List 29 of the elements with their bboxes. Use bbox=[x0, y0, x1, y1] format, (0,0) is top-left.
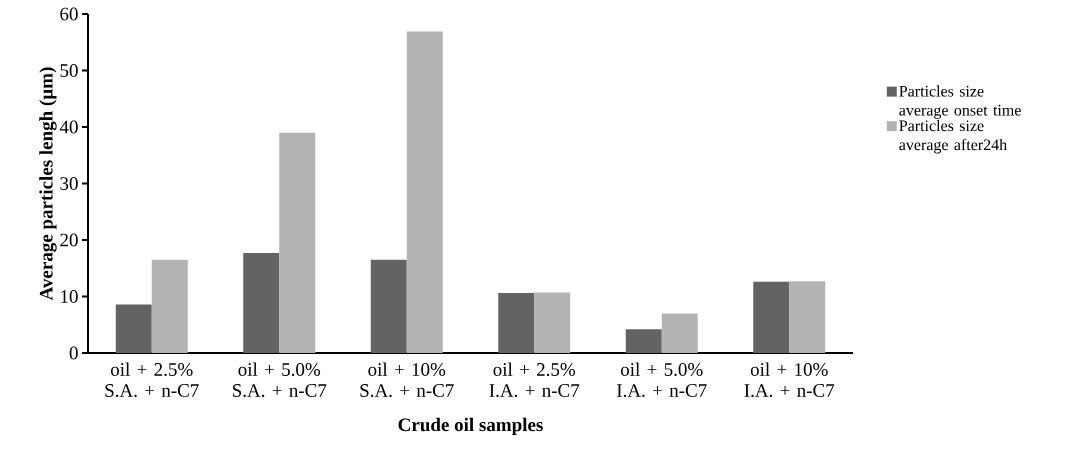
y-tick-label: 50 bbox=[60, 64, 78, 77]
bar bbox=[661, 313, 698, 353]
bar bbox=[753, 281, 790, 353]
y-tick-label: 0 bbox=[69, 346, 78, 360]
bar bbox=[406, 31, 443, 353]
x-tick-label: oil + 10% S.A. + n-C7 bbox=[360, 362, 454, 397]
x-tick-label: oil + 5.0% I.A. + n-C7 bbox=[616, 362, 707, 397]
bar bbox=[789, 281, 826, 353]
y-tick-label: 60 bbox=[60, 7, 78, 21]
bar bbox=[625, 329, 662, 353]
y-tick-label: 40 bbox=[59, 120, 78, 134]
bar bbox=[370, 259, 407, 353]
bar bbox=[279, 132, 316, 353]
legend-label: Particles size average onset time bbox=[899, 85, 1021, 119]
x-tick-label: oil + 5.0% S.A. + n-C7 bbox=[232, 362, 327, 397]
bar bbox=[151, 259, 188, 353]
y-tick-label: 30 bbox=[60, 177, 78, 190]
y-tick-label: 20 bbox=[60, 233, 78, 247]
x-tick-label: oil + 2.5% S.A. + n-C7 bbox=[105, 362, 199, 397]
bar bbox=[534, 292, 571, 353]
bar bbox=[243, 253, 280, 353]
x-tick-label: oil + 2.5% I.A. + n-C7 bbox=[489, 362, 580, 397]
x-axis-title: Crude oil samples bbox=[398, 417, 543, 436]
legend-label: Particles size average after24h bbox=[899, 119, 1007, 154]
y-tick-label: 10 bbox=[61, 290, 78, 303]
y-axis-title: Average particles lengh (µm) bbox=[39, 67, 57, 301]
bar bbox=[498, 293, 535, 353]
x-tick-label: oil + 10% I.A. + n-C7 bbox=[744, 362, 835, 397]
bar bbox=[115, 304, 152, 353]
